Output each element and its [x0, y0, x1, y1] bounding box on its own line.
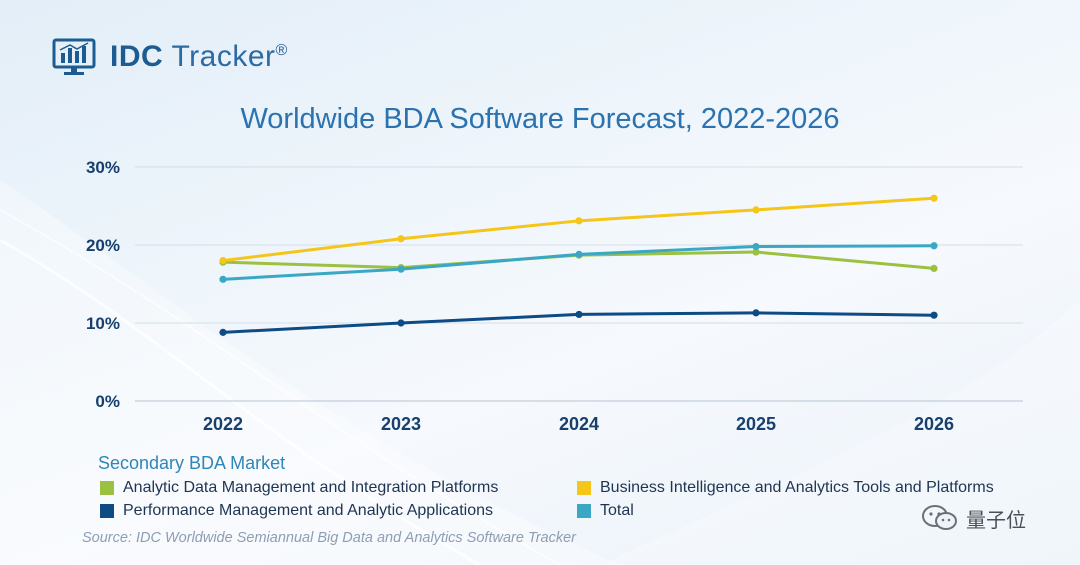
y-tick-label: 10% — [86, 314, 120, 333]
legend-label: Business Intelligence and Analytics Tool… — [600, 479, 994, 496]
legend-label: Total — [600, 502, 634, 519]
watermark: 量子位 — [920, 503, 1026, 533]
legend-title: Secondary BDA Market — [98, 453, 286, 473]
data-point — [397, 265, 405, 273]
legend-item-performance-management: Performance Management and Analytic Appl… — [100, 502, 493, 520]
x-tick-label: 2025 — [736, 414, 776, 434]
x-tick-label: 2026 — [914, 414, 954, 434]
brand-logo: IDC Tracker® — [52, 38, 288, 76]
data-point — [219, 275, 227, 283]
legend-item-analytic-data-management: Analytic Data Management and Integration… — [100, 479, 498, 497]
legend-swatch — [577, 481, 591, 495]
wechat-icon — [922, 505, 957, 530]
data-point — [575, 310, 583, 319]
legend-swatch — [577, 504, 591, 518]
data-point — [219, 257, 227, 265]
y-tick-label: 0% — [95, 392, 120, 411]
legend-swatch — [100, 481, 114, 495]
data-point — [752, 206, 760, 214]
chart-title: Worldwide BDA Software Forecast, 2022-20… — [240, 103, 840, 135]
x-tick-label: 2024 — [559, 414, 599, 434]
data-point — [219, 328, 227, 336]
data-point — [930, 311, 938, 319]
data-point — [930, 242, 938, 250]
data-point — [575, 217, 583, 225]
legend-label: Analytic Data Management and Integration… — [123, 479, 499, 496]
brand-name-rest: Tracker — [163, 40, 276, 73]
legend-swatch — [100, 504, 114, 518]
registered-mark: ® — [275, 42, 288, 59]
data-point — [575, 250, 583, 258]
legend-label: Performance Management and Analytic Appl… — [123, 502, 493, 519]
data-point — [930, 194, 938, 202]
legend-item-total: Total — [577, 502, 634, 520]
data-point — [752, 242, 760, 251]
data-point — [397, 319, 405, 327]
watermark-text: 量子位 — [966, 509, 1026, 532]
data-point — [752, 309, 760, 317]
data-point — [752, 248, 760, 256]
x-tick-label: 2023 — [381, 414, 421, 434]
brand-name: IDC Tracker® — [110, 40, 288, 74]
data-point — [930, 264, 938, 272]
legend-item-business-intelligence: Business Intelligence and Analytics Tool… — [577, 479, 994, 497]
y-tick-label: 30% — [86, 158, 120, 177]
monitor-chart-icon — [52, 38, 96, 75]
source-note: Source: IDC Worldwide Semiannual Big Dat… — [82, 530, 577, 546]
x-tick-label: 2022 — [203, 414, 243, 434]
y-tick-label: 20% — [86, 236, 120, 255]
brand-name-bold: IDC — [110, 40, 164, 73]
data-point — [397, 235, 405, 243]
